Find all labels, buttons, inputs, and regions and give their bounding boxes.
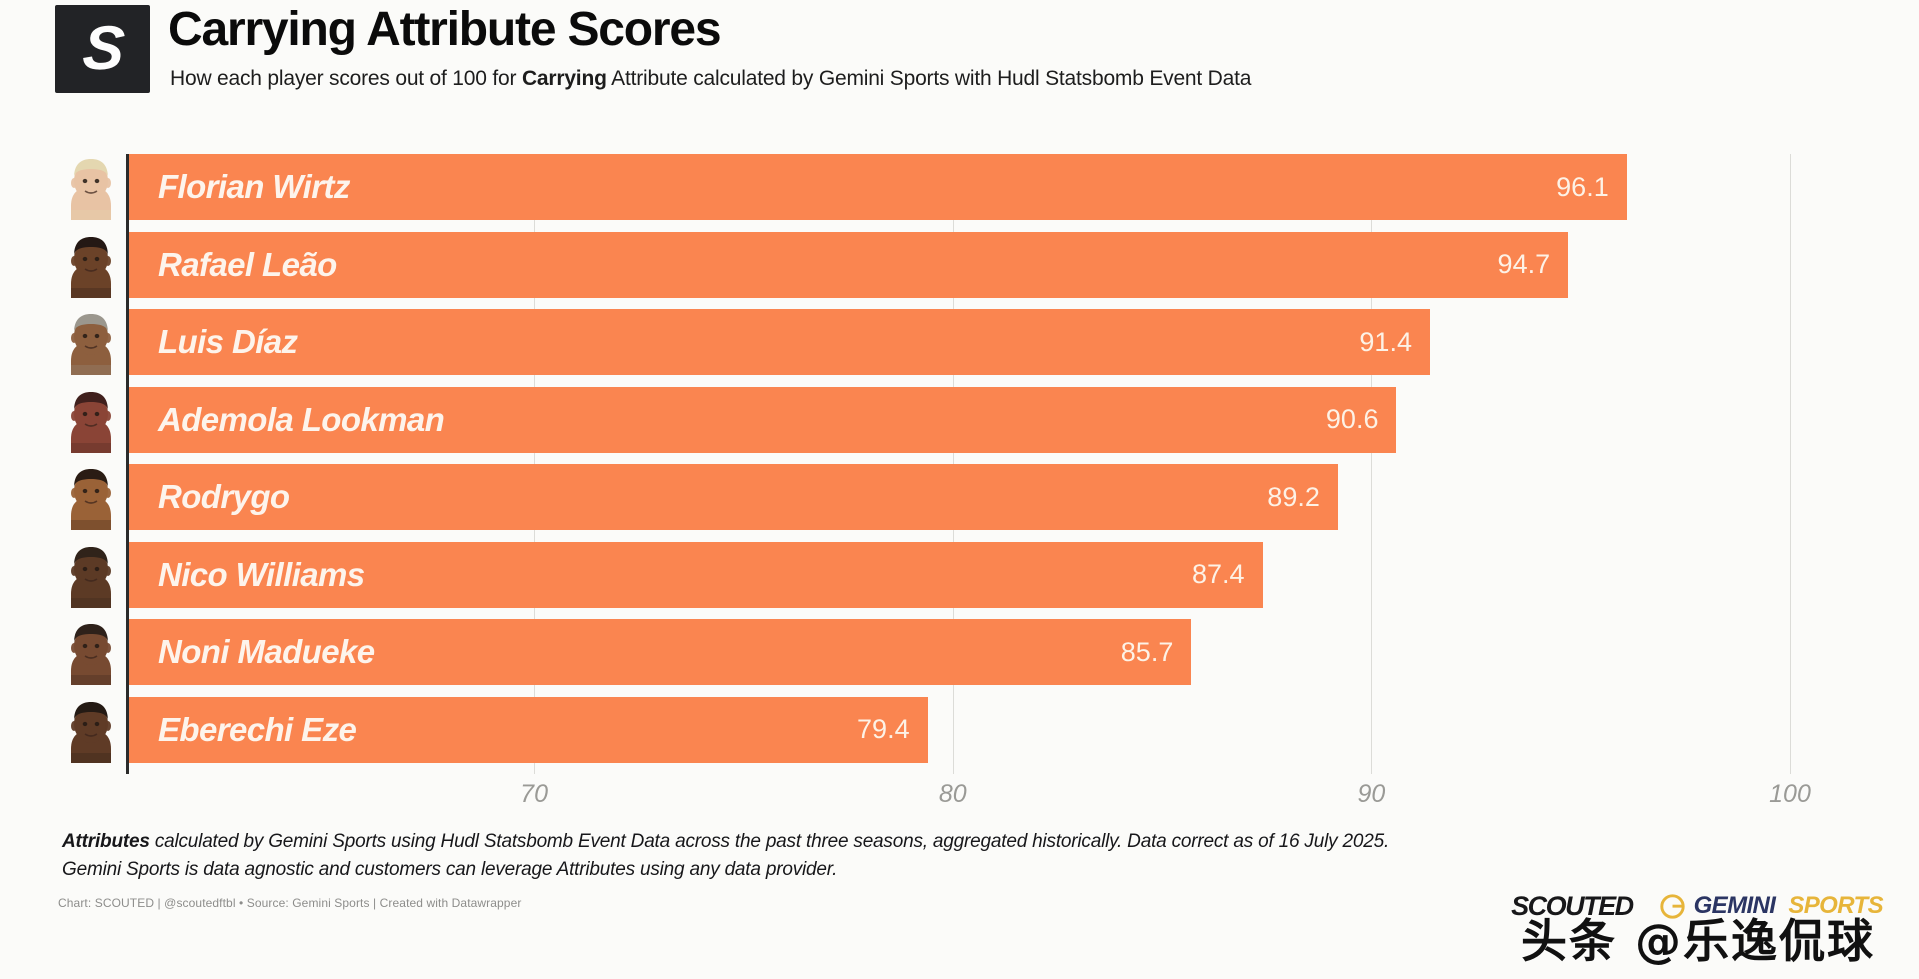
player-avatar — [58, 309, 124, 375]
player-name-label: Rafael Leão — [158, 245, 337, 283]
x-tick-label: 70 — [520, 780, 548, 808]
bar-row[interactable]: Nico Williams 87.4 — [0, 541, 1919, 608]
bar-row[interactable]: Florian Wirtz 96.1 — [0, 154, 1919, 220]
footnote: Attributes calculated by Gemini Sports u… — [62, 828, 1389, 883]
bar-value-label: 96.1 — [1556, 171, 1609, 202]
gridline — [1371, 154, 1373, 774]
value-bar[interactable]: Noni Madueke 85.7 — [128, 619, 1192, 685]
player-name-label: Florian Wirtz — [158, 168, 350, 205]
bar-rows: Florian Wirtz 96.1 Rafael Leão 94.7 Luis D… — [0, 154, 1919, 774]
bar-row[interactable]: Noni Madueke 85.7 — [0, 619, 1919, 685]
player-avatar — [58, 464, 124, 530]
player-name-label: Eberechi Eze — [158, 710, 357, 748]
value-bar[interactable]: Rafael Leão 94.7 — [128, 231, 1569, 298]
x-tick-label: 90 — [1357, 780, 1386, 808]
bar-value-label: 94.7 — [1497, 249, 1551, 279]
page-subtitle: How each player scores out of 100 for Ca… — [170, 67, 1251, 91]
brand-lockup-group: SCOUTED GEMINI SPORTS — [1511, 884, 1884, 928]
chart-header: S Carrying Attribute Scores How each pla… — [0, 0, 1919, 118]
value-bar[interactable]: Luis Díaz 91.4 — [128, 309, 1430, 375]
player-name-label: Ademola Lookman — [158, 400, 445, 438]
y-axis-line — [126, 154, 129, 774]
bar-value-label: 91.4 — [1359, 326, 1412, 357]
player-avatar — [58, 542, 124, 608]
footnote-bold-lead: Attributes — [62, 831, 150, 852]
footnote-line-2: Gemini Sports is data agnostic and custo… — [62, 858, 838, 880]
bar-value-label: 79.4 — [857, 714, 910, 744]
player-name-label: Luis Díaz — [158, 323, 298, 360]
bar-value-label: 87.4 — [1191, 559, 1245, 589]
bar-row[interactable]: Eberechi Eze 79.4 — [0, 696, 1919, 763]
player-avatar — [58, 387, 124, 453]
bar-row[interactable]: Ademola Lookman 90.6 — [0, 386, 1919, 453]
chart-credit: Chart: SCOUTED | @scoutedftbl • Source: … — [58, 896, 522, 910]
watermark-text: 头条 @乐逸侃球 — [1520, 914, 1875, 968]
gemini-wordmark: GEMINI — [1693, 892, 1776, 919]
subtitle-part-2: Attribute calculated by Gemini Sports wi… — [606, 67, 1252, 90]
x-tick-label: 80 — [938, 780, 967, 808]
scouted-wordmark: SCOUTED — [1511, 890, 1634, 921]
footnote-line-1-text: calculated by Gemini Sports using Hudl S… — [149, 831, 1390, 852]
gridline — [1790, 154, 1791, 774]
player-name-label: Rodrygo — [158, 478, 290, 515]
bar-value-label: 89.2 — [1267, 481, 1320, 512]
bar-chart: 70 80 90 100 Florian Wirtz 96.1 Rafael Leão 9… — [0, 118, 1919, 808]
value-bar[interactable]: Ademola Lookman 90.6 — [128, 386, 1397, 453]
player-avatar — [58, 154, 124, 220]
value-bar[interactable]: Eberechi Eze 79.4 — [128, 696, 928, 763]
value-bar[interactable]: Nico Williams 87.4 — [128, 541, 1263, 608]
player-avatar — [58, 619, 124, 685]
player-avatar — [58, 232, 124, 298]
sports-wordmark: SPORTS — [1788, 892, 1883, 919]
page-title: Carrying Attribute Scores — [168, 3, 722, 56]
value-bar[interactable]: Florian Wirtz 96.1 — [128, 154, 1627, 220]
bar-row[interactable]: Rafael Leão 94.7 — [0, 231, 1919, 298]
bar-row[interactable]: Luis Díaz 91.4 — [0, 309, 1919, 375]
bar-value-label: 85.7 — [1120, 636, 1174, 667]
x-tick-label: 100 — [1769, 780, 1811, 808]
player-name-label: Nico Williams — [158, 555, 365, 593]
footnote-line-1: Attributes calculated by Gemini Sports u… — [62, 828, 1389, 856]
player-avatar — [58, 697, 124, 763]
bar-value-label: 90.6 — [1325, 404, 1379, 434]
gemini-mark-icon — [1659, 893, 1686, 920]
bar-row[interactable]: Rodrygo 89.2 — [0, 464, 1919, 530]
value-bar[interactable]: Rodrygo 89.2 — [128, 464, 1338, 530]
subtitle-part-1: How each player scores out of 100 for — [170, 67, 522, 90]
scouted-logo-letter: S — [80, 14, 125, 83]
gemini-sports-lockup: GEMINI SPORTS — [1659, 892, 1884, 920]
player-name-label: Noni Madueke — [158, 633, 375, 670]
scouted-logo-icon: S — [55, 5, 150, 93]
subtitle-bold-term: Carrying — [521, 67, 607, 90]
